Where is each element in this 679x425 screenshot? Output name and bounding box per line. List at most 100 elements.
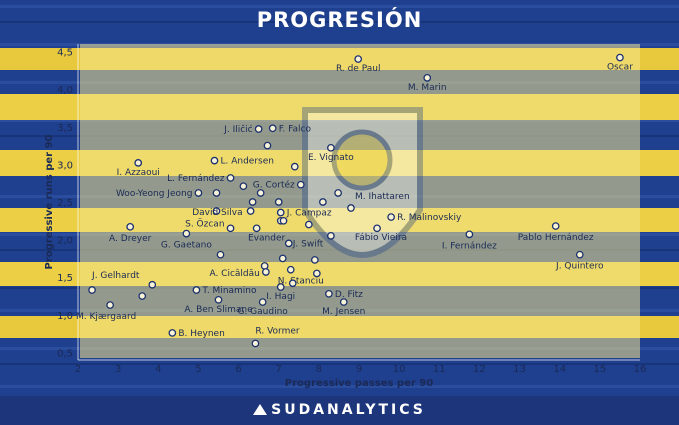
y-tick-label: 4,0 [57, 85, 73, 96]
point-label: Pablo Hernández [518, 233, 594, 243]
data-point [251, 339, 260, 348]
data-point [354, 55, 363, 63]
data-point [182, 229, 191, 238]
data-point [296, 180, 305, 189]
data-point [256, 189, 265, 197]
point-label: N. Stanciu [278, 277, 324, 287]
point-label: M. Marin [408, 83, 447, 93]
y-tick-label: 4,5 [57, 48, 73, 59]
brand-logo-icon [253, 404, 268, 415]
y-tick-label: 1,0 [57, 311, 73, 322]
data-point [327, 143, 335, 152]
point-label: R. Malinovskiy [397, 213, 462, 223]
point-label: F. Falco [279, 124, 312, 134]
brand-band [0, 396, 679, 425]
point-label: M. Jensen [322, 307, 365, 317]
data-point [212, 189, 221, 197]
x-tick-label: 9 [356, 364, 362, 375]
point-label: David Silva [192, 208, 242, 218]
data-point [284, 239, 293, 248]
data-point [286, 265, 295, 274]
data-point [373, 224, 381, 233]
data-point [319, 198, 327, 206]
data-point [268, 124, 277, 133]
x-tick-label: 13 [513, 364, 526, 375]
data-point [226, 174, 235, 182]
y-tick-label: 3,5 [57, 123, 73, 134]
y-tick-label: 2,5 [57, 198, 73, 209]
x-tick-label: 14 [553, 364, 566, 375]
data-point [138, 292, 147, 300]
point-label: I. Fernández [442, 241, 497, 251]
data-point [312, 269, 321, 278]
point-label: I. Azzaoui [117, 168, 160, 178]
x-tick-label: 12 [473, 364, 486, 375]
point-label: G. Gaudino [237, 307, 288, 317]
data-point [246, 207, 255, 215]
data-point [334, 189, 342, 197]
brand-name: SUDANALYTICS [271, 402, 426, 418]
point-label: B. Heynen [178, 329, 224, 339]
data-point [258, 298, 267, 306]
x-axis-label: Progressive passes per 90 [285, 378, 433, 389]
data-point [214, 295, 223, 304]
y-tick-label: 0,5 [57, 348, 73, 359]
point-label: M. Kjærgaard [76, 312, 136, 322]
point-label: I. Hagi [266, 292, 295, 302]
data-point [88, 286, 96, 294]
point-label: A. Dreyer [109, 234, 152, 244]
point-label: R. Vormer [255, 326, 299, 336]
x-tick-label: 11 [433, 364, 446, 375]
y-axis-label: Progressive runs per 90 [44, 134, 55, 269]
data-point [327, 232, 335, 240]
point-label: G. Cortéz [253, 180, 295, 191]
data-point [288, 279, 297, 288]
point-label: T. Minamino [201, 286, 257, 296]
data-point [262, 268, 270, 276]
point-label: E. Vignato [308, 153, 354, 163]
point-label: L. Fernández [167, 174, 225, 184]
data-point [226, 224, 235, 233]
data-point [423, 74, 432, 82]
y-tick-label: 3,0 [57, 160, 73, 171]
data-point [126, 222, 135, 231]
x-tick-label: 7 [276, 364, 282, 375]
data-point [239, 182, 248, 191]
data-point [106, 301, 114, 309]
point-label: L. Andersen [220, 157, 273, 167]
x-tick-label: 4 [155, 364, 161, 375]
y-tick-label: 2,0 [57, 236, 73, 247]
data-point [254, 125, 263, 133]
data-point [616, 53, 624, 62]
data-point [263, 141, 272, 150]
data-point [387, 213, 395, 221]
x-tick-label: 16 [634, 364, 647, 375]
brand-footer: SUDANALYTICS [0, 402, 679, 418]
point-label: Fábio Vieira [355, 233, 407, 243]
plot-panel [80, 44, 640, 358]
x-tick-label: 6 [235, 364, 241, 375]
data-point [339, 298, 348, 306]
data-point [465, 230, 474, 239]
data-point [274, 198, 283, 206]
point-label: D. Fitz [335, 290, 363, 300]
x-tick-label: 10 [393, 364, 406, 375]
data-point [279, 216, 288, 225]
data-point [304, 220, 313, 229]
data-point [347, 204, 355, 212]
data-point [575, 250, 584, 259]
data-point [252, 224, 261, 233]
data-point [260, 262, 269, 270]
point-label: Evander [248, 233, 285, 243]
data-point [278, 254, 287, 263]
data-point [276, 208, 285, 217]
point-label: J. Quintero [555, 262, 604, 272]
point-label: J. Campaz [286, 209, 332, 219]
data-point [276, 283, 285, 291]
point-label: S. Özcan [185, 218, 224, 229]
point-label: A. Ben Slimane [184, 305, 253, 315]
data-point [192, 286, 201, 294]
point-label: A. Cicâldău [209, 269, 259, 279]
data-point [212, 207, 221, 215]
data-point [210, 156, 219, 165]
